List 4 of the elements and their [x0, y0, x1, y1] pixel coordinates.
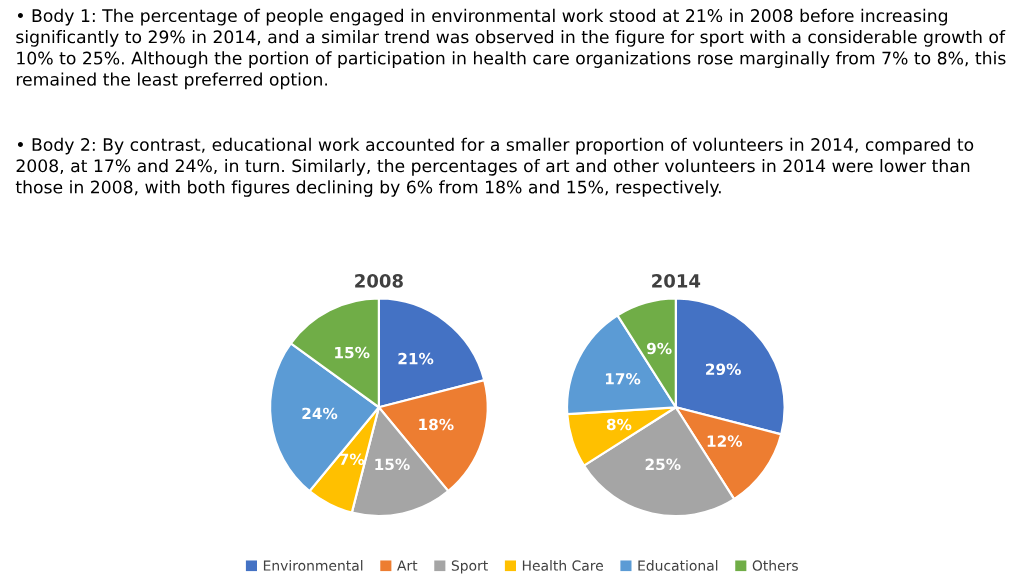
- chart-title: 2008: [355, 274, 403, 288]
- chart-title: 2014: [652, 274, 701, 288]
- text: • Body 2: By contrast, educational work accounted for a smaller proportion of volunteers in 2014, compared to 2008, at 17% and 24%, in turn. Similarly, the percentages of art and other volunteers in 2014 were lower than those in 2008, with both figures declining by 6% from 18% and 15%, respectively.: [15, 137, 974, 197]
- text: • Body 1: The percentage of people engaged in environmental work stood at 21% in 2008 before increasing significantly to 29% in 2014, and a similar trend was observed in the figure for sport with a considerable growth of 10% to 25%. Although the portion of participation in health care organizations rose marginally from 7% to 8%, this remained the least preferred option.: [16, 8, 1006, 90]
